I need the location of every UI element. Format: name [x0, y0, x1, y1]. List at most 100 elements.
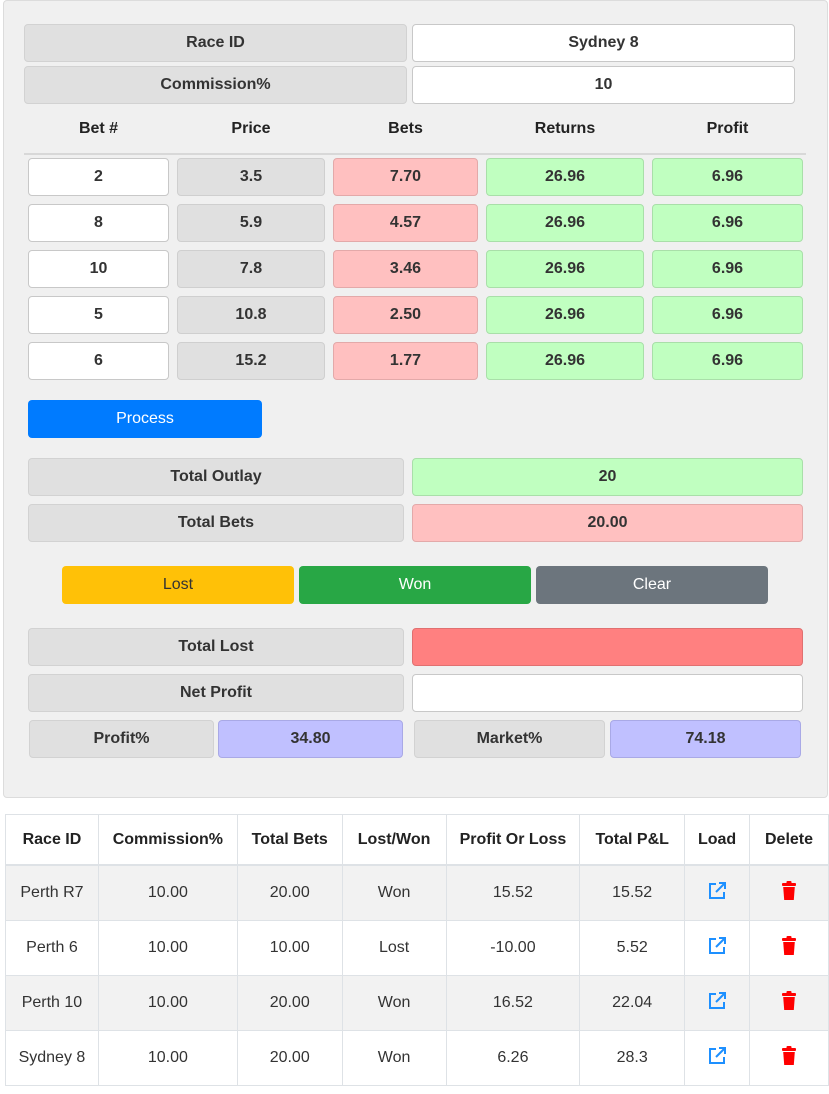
- log-header-total-pl: Total P&L: [579, 814, 686, 866]
- market-pct-label: Market%: [414, 720, 605, 758]
- log-header-commission: Commission%: [97, 814, 238, 866]
- profit-value: 6.96: [652, 250, 803, 288]
- log-total-bets: 10.00: [236, 920, 343, 976]
- log-result: Won: [341, 1030, 447, 1086]
- log-total-bets: 20.00: [236, 1030, 343, 1086]
- log-delete-cell: [749, 920, 829, 976]
- price-input[interactable]: 7.8: [177, 250, 325, 288]
- log-total-pl: 28.3: [579, 1030, 686, 1086]
- log-race-id: Perth 10: [5, 975, 99, 1031]
- trash-icon[interactable]: [781, 990, 797, 1011]
- log-result: Won: [341, 864, 447, 921]
- log-commission: 10.00: [97, 975, 238, 1031]
- returns-value: 26.96: [486, 342, 644, 380]
- external-link-icon[interactable]: [707, 1046, 727, 1066]
- log-header-race-id: Race ID: [5, 814, 99, 866]
- log-result: Won: [341, 975, 447, 1031]
- log-profit-or-loss: 15.52: [445, 864, 581, 921]
- table-row: Perth 10 10.00 20.00 Won 16.52 22.04: [5, 975, 829, 1031]
- log-result: Lost: [341, 920, 447, 976]
- log-race-id: Sydney 8: [5, 1030, 99, 1086]
- log-header-load: Load: [684, 814, 751, 866]
- log-load-cell: [684, 1030, 751, 1086]
- header-divider: [24, 153, 806, 155]
- profit-value: 6.96: [652, 204, 803, 242]
- header-bets: Bets: [388, 120, 423, 137]
- net-profit-value: [412, 674, 803, 712]
- log-load-cell: [684, 920, 751, 976]
- bets-value: 3.46: [333, 250, 478, 288]
- log-header-row: Race ID Commission% Total Bets Lost/Won …: [5, 814, 829, 866]
- process-button[interactable]: Process: [28, 400, 262, 438]
- price-input[interactable]: 15.2: [177, 342, 325, 380]
- trash-icon[interactable]: [781, 1045, 797, 1066]
- log-commission: 10.00: [97, 1030, 238, 1086]
- total-outlay-label: Total Outlay: [28, 458, 404, 496]
- profit-pct-value: 34.80: [218, 720, 403, 758]
- price-input[interactable]: 5.9: [177, 204, 325, 242]
- log-profit-or-loss: -10.00: [445, 920, 581, 976]
- total-outlay-input[interactable]: 20: [412, 458, 803, 496]
- bets-value: 4.57: [333, 204, 478, 242]
- bet-number-input[interactable]: 8: [28, 204, 169, 242]
- external-link-icon[interactable]: [707, 991, 727, 1011]
- table-row: Sydney 8 10.00 20.00 Won 6.26 28.3: [5, 1030, 829, 1086]
- log-load-cell: [684, 864, 751, 921]
- price-input[interactable]: 10.8: [177, 296, 325, 334]
- net-profit-label: Net Profit: [28, 674, 404, 712]
- header-profit: Profit: [706, 120, 749, 137]
- total-bets-value: 20.00: [412, 504, 803, 542]
- won-button[interactable]: Won: [299, 566, 531, 604]
- clear-button[interactable]: Clear: [536, 566, 768, 604]
- bet-number-input[interactable]: 10: [28, 250, 169, 288]
- external-link-icon[interactable]: [707, 936, 727, 956]
- returns-value: 26.96: [486, 250, 644, 288]
- commission-input[interactable]: 10: [412, 66, 795, 104]
- log-total-bets: 20.00: [236, 864, 343, 921]
- bets-value: 2.50: [333, 296, 478, 334]
- log-delete-cell: [749, 975, 829, 1031]
- profit-value: 6.96: [652, 296, 803, 334]
- log-commission: 10.00: [97, 920, 238, 976]
- log-load-cell: [684, 975, 751, 1031]
- log-total-bets: 20.00: [236, 975, 343, 1031]
- log-total-pl: 5.52: [579, 920, 686, 976]
- profit-value: 6.96: [652, 342, 803, 380]
- log-race-id: Perth R7: [5, 864, 99, 921]
- race-id-input[interactable]: Sydney 8: [412, 24, 795, 62]
- total-lost-value: [412, 628, 803, 666]
- returns-value: 26.96: [486, 158, 644, 196]
- log-header-total-bets: Total Bets: [236, 814, 343, 866]
- bet-number-input[interactable]: 2: [28, 158, 169, 196]
- total-bets-label: Total Bets: [28, 504, 404, 542]
- price-input[interactable]: 3.5: [177, 158, 325, 196]
- log-header-delete: Delete: [749, 814, 829, 866]
- table-row: Perth R7 10.00 20.00 Won 15.52 15.52: [5, 864, 829, 921]
- header-price: Price: [231, 120, 271, 137]
- table-row: Perth 6 10.00 10.00 Lost -10.00 5.52: [5, 920, 829, 976]
- race-log-table: Race ID Commission% Total Bets Lost/Won …: [5, 814, 829, 1086]
- external-link-icon[interactable]: [707, 881, 727, 901]
- bets-value: 7.70: [333, 158, 478, 196]
- log-delete-cell: [749, 864, 829, 921]
- log-commission: 10.00: [97, 864, 238, 921]
- log-total-pl: 22.04: [579, 975, 686, 1031]
- log-header-lost-won: Lost/Won: [341, 814, 447, 866]
- log-delete-cell: [749, 1030, 829, 1086]
- log-total-pl: 15.52: [579, 864, 686, 921]
- trash-icon[interactable]: [781, 880, 797, 901]
- bet-number-input[interactable]: 6: [28, 342, 169, 380]
- returns-value: 26.96: [486, 204, 644, 242]
- returns-value: 26.96: [486, 296, 644, 334]
- lost-button[interactable]: Lost: [62, 566, 294, 604]
- profit-pct-label: Profit%: [29, 720, 214, 758]
- bet-number-input[interactable]: 5: [28, 296, 169, 334]
- log-header-profit-or-loss: Profit Or Loss: [445, 814, 581, 866]
- profit-value: 6.96: [652, 158, 803, 196]
- log-profit-or-loss: 6.26: [445, 1030, 581, 1086]
- bets-value: 1.77: [333, 342, 478, 380]
- trash-icon[interactable]: [781, 935, 797, 956]
- header-returns: Returns: [534, 120, 596, 137]
- market-pct-value: 74.18: [610, 720, 801, 758]
- log-race-id: Perth 6: [5, 920, 99, 976]
